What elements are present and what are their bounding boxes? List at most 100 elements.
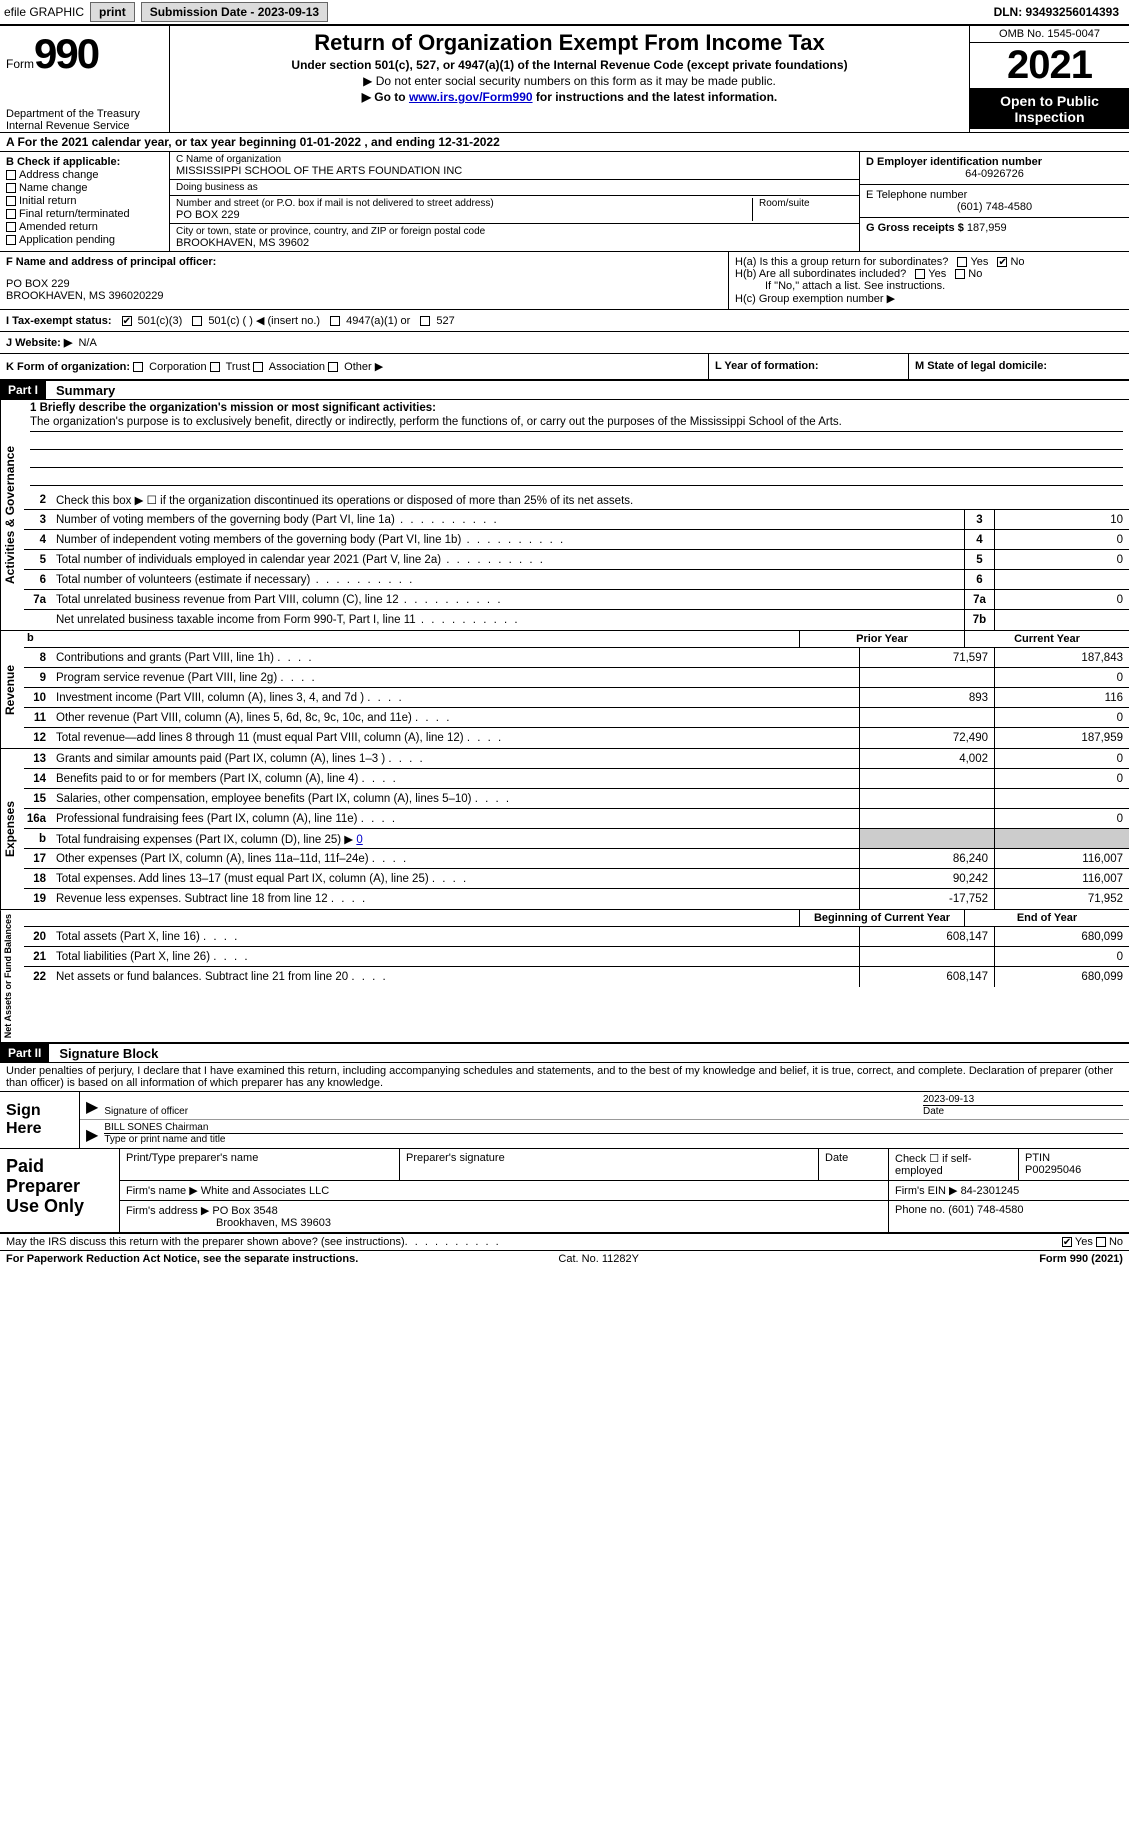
irs-label: Internal Revenue Service [6, 120, 163, 132]
line-10: 10 Investment income (Part VIII, column … [24, 688, 1129, 708]
line-14: 14 Benefits paid to or for members (Part… [24, 769, 1129, 789]
line-20: 20 Total assets (Part X, line 16) 608,14… [24, 927, 1129, 947]
ha-no[interactable]: No [997, 256, 1024, 268]
check-501c3[interactable]: 501(c)(3) [122, 315, 183, 327]
ha-yes[interactable]: Yes [957, 256, 988, 268]
line-12: 12 Total revenue—add lines 8 through 11 … [24, 728, 1129, 748]
hb-no[interactable]: No [955, 268, 982, 280]
ha-label: H(a) Is this a group return for subordin… [735, 256, 948, 268]
sig-name-value: BILL SONES Chairman [104, 1122, 1123, 1134]
irs-link[interactable]: www.irs.gov/Form990 [409, 90, 533, 104]
check-527[interactable]: 527 [420, 315, 454, 327]
line-2: 2 Check this box ▶ ☐ if the organization… [24, 490, 1129, 510]
section-bcd: B Check if applicable: Address change Na… [0, 152, 1129, 252]
header-prior: Prior Year [799, 631, 964, 647]
col-k: K Form of organization: Corporation Trus… [0, 354, 709, 379]
form-header: Form990 Department of the Treasury Inter… [0, 26, 1129, 133]
col-b: B Check if applicable: Address change Na… [0, 152, 170, 251]
print-button[interactable]: print [90, 2, 135, 22]
discuss-no[interactable]: No [1096, 1236, 1123, 1248]
governance-section: Activities & Governance 1 Briefly descri… [0, 400, 1129, 631]
row-a-tax-year: A For the 2021 calendar year, or tax yea… [0, 133, 1129, 152]
firm-addr-label: Firm's address ▶ [126, 1205, 209, 1217]
line-8: 8 Contributions and grants (Part VIII, l… [24, 648, 1129, 668]
check-app-pending[interactable]: Application pending [6, 234, 163, 246]
mission-blank2 [30, 452, 1123, 468]
header-center: Return of Organization Exempt From Incom… [170, 26, 969, 132]
mission-blank1 [30, 434, 1123, 450]
street-label: Number and street (or P.O. box if mail i… [176, 198, 746, 209]
discuss-yes[interactable]: Yes [1062, 1236, 1093, 1248]
check-name-change[interactable]: Name change [6, 182, 163, 194]
form-title: Return of Organization Exempt From Incom… [176, 30, 963, 56]
check-initial-return[interactable]: Initial return [6, 195, 163, 207]
line-18: 18 Total expenses. Add lines 13–17 (must… [24, 869, 1129, 889]
prep-line-3: Firm's address ▶ PO Box 3548 Brookhaven,… [120, 1201, 1129, 1232]
col-f: F Name and address of principal officer:… [0, 252, 729, 309]
check-4947[interactable]: 4947(a)(1) or [330, 315, 410, 327]
check-assoc[interactable]: Association [253, 361, 325, 373]
part1-num: Part I [0, 381, 46, 399]
check-address-change[interactable]: Address change [6, 169, 163, 181]
sig-date-value: 2023-09-13 [923, 1094, 1123, 1106]
check-other[interactable]: Other ▶ [328, 361, 383, 373]
expenses-section: Expenses 13 Grants and similar amounts p… [0, 749, 1129, 910]
check-trust[interactable]: Trust [210, 361, 251, 373]
net-assets-section: Net Assets or Fund Balances Beginning of… [0, 910, 1129, 1044]
note2-post: for instructions and the latest informat… [533, 90, 778, 104]
line-9: 9 Program service revenue (Part VIII, li… [24, 668, 1129, 688]
sig-officer-line: ▶ Signature of officer 2023-09-13 Date [80, 1092, 1129, 1120]
firm-addr1: PO Box 3548 [212, 1205, 277, 1217]
line-22: 22 Net assets or fund balances. Subtract… [24, 967, 1129, 987]
net-lines: Beginning of Current Year End of Year 20… [24, 910, 1129, 1042]
line-13: 13 Grants and similar amounts paid (Part… [24, 749, 1129, 769]
check-final-return[interactable]: Final return/terminated [6, 208, 163, 220]
governance-lines: 1 Briefly describe the organization's mi… [24, 400, 1129, 630]
tab-revenue: Revenue [0, 631, 24, 748]
mission-text: The organization's purpose is to exclusi… [30, 416, 1123, 432]
prep-sig-label: Preparer's signature [400, 1149, 819, 1180]
room-label: Room/suite [759, 198, 853, 209]
top-bar: efile GRAPHIC print Submission Date - 20… [0, 0, 1129, 26]
website-label: J Website: ▶ [6, 337, 72, 349]
hb-yes[interactable]: Yes [915, 268, 946, 280]
prep-name-label: Print/Type preparer's name [120, 1149, 400, 1180]
expense-lines: 13 Grants and similar amounts paid (Part… [24, 749, 1129, 909]
ptin-value: P00295046 [1025, 1164, 1123, 1176]
line-17: 17 Other expenses (Part IX, column (A), … [24, 849, 1129, 869]
mission-blank3 [30, 470, 1123, 486]
hb-note: If "No," attach a list. See instructions… [735, 280, 1123, 292]
arrow-icon: ▶ [86, 1125, 98, 1145]
check-corp[interactable]: Corporation [133, 361, 207, 373]
dept-label: Department of the Treasury [6, 108, 163, 120]
check-amended-return[interactable]: Amended return [6, 221, 163, 233]
firm-ein-label: Firm's EIN ▶ [895, 1185, 958, 1197]
paid-preparer-label: Paid Preparer Use Only [0, 1149, 120, 1232]
form-word: Form [6, 57, 34, 71]
header-end: End of Year [964, 910, 1129, 926]
discuss-label: May the IRS discuss this return with the… [6, 1236, 405, 1248]
mission-block: 1 Briefly describe the organization's mi… [24, 400, 1129, 490]
firm-addr2: Brookhaven, MS 39603 [126, 1217, 882, 1229]
officer-label: F Name and address of principal officer: [6, 256, 216, 268]
dots [405, 1236, 501, 1248]
submission-date-button[interactable]: Submission Date - 2023-09-13 [141, 2, 328, 22]
row-klm: K Form of organization: Corporation Trus… [0, 354, 1129, 381]
efile-label: efile GRAPHIC [4, 5, 84, 19]
check-501c[interactable]: 501(c) ( ) ◀ (insert no.) [192, 314, 320, 327]
ein-label: D Employer identification number [866, 156, 1042, 168]
prep-self-label[interactable]: Check ☐ if self-employed [889, 1149, 1019, 1180]
cell-gross: G Gross receipts $ 187,959 [860, 218, 1129, 251]
goto-note: ▶ Go to www.irs.gov/Form990 for instruct… [176, 90, 963, 104]
sign-here-label: Sign Here [0, 1092, 80, 1148]
part1-header: Part I Summary [0, 381, 1129, 400]
line-16a: 16a Professional fundraising fees (Part … [24, 809, 1129, 829]
prep-date-label: Date [819, 1149, 889, 1180]
col-m: M State of legal domicile: [909, 354, 1129, 379]
line-4: 4 Number of independent voting members o… [24, 530, 1129, 550]
ptin-label: PTIN [1025, 1152, 1123, 1164]
header-begin: Beginning of Current Year [799, 910, 964, 926]
line2-desc: Check this box ▶ ☐ if the organization d… [52, 491, 1129, 509]
col-b-label: B Check if applicable: [6, 156, 120, 168]
line-6: 6 Total number of volunteers (estimate i… [24, 570, 1129, 590]
